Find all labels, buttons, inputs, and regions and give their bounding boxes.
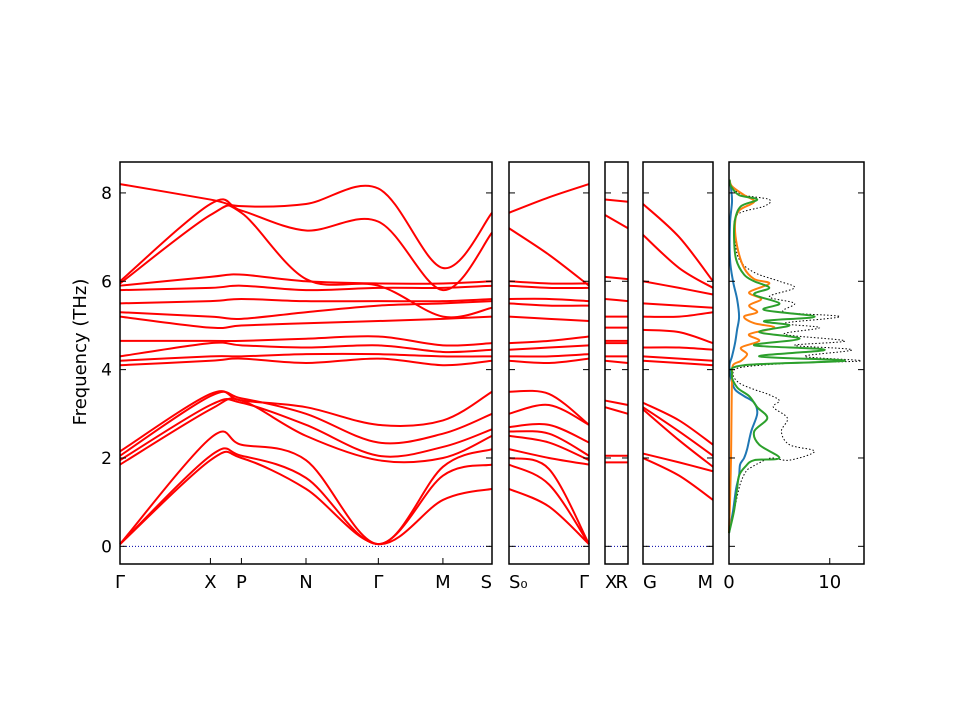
panel-2-band-line bbox=[508, 284, 590, 290]
panel-2-band-line bbox=[508, 463, 590, 545]
y-tick-label: 8 bbox=[101, 184, 112, 204]
panel-2-frame bbox=[508, 161, 590, 565]
panel-1-band-line bbox=[120, 335, 493, 347]
dos-x-tick-label: 10 bbox=[818, 572, 841, 593]
dos-series-line bbox=[728, 179, 846, 534]
k-point-label: G bbox=[643, 572, 657, 593]
panel-2-band-line bbox=[508, 389, 590, 426]
k-point-label: X bbox=[605, 572, 617, 593]
dos-x-tick-label: 0 bbox=[723, 572, 734, 593]
panel-1-band-line bbox=[119, 450, 493, 546]
k-point-label: R bbox=[615, 572, 628, 593]
panel-3-band-line bbox=[604, 359, 629, 364]
panel-2-band-line bbox=[508, 302, 590, 307]
panel-2-band-line bbox=[508, 448, 590, 466]
panel-2-band-line bbox=[508, 353, 590, 358]
panel-3-band-line bbox=[604, 198, 629, 203]
panel-4-band-line bbox=[642, 280, 714, 296]
k-point-label: M bbox=[697, 572, 713, 593]
panel-2-band-line bbox=[508, 430, 590, 457]
panel-1-band-line bbox=[119, 300, 493, 320]
band-layer bbox=[119, 179, 862, 547]
panel-3-frame bbox=[604, 161, 629, 565]
k-point-label: S bbox=[481, 572, 492, 593]
y-tick-label: 2 bbox=[101, 449, 112, 469]
panel-1-band-line bbox=[119, 447, 493, 546]
panel-4-band-line bbox=[642, 328, 714, 345]
y-tick-label: 0 bbox=[101, 537, 112, 557]
y-tick-label: 4 bbox=[101, 361, 112, 381]
panel-4-frame bbox=[642, 161, 714, 565]
panel-3-band-line bbox=[604, 297, 629, 303]
panel-4-band-line bbox=[642, 346, 714, 351]
dos-series-line bbox=[728, 179, 759, 534]
panel-4-band-line bbox=[642, 311, 714, 318]
panel-1-band-line bbox=[119, 198, 493, 292]
panel-4-band-line bbox=[642, 203, 714, 282]
panel-1-band-line bbox=[119, 284, 493, 292]
panel-2-band-line bbox=[508, 403, 590, 426]
panel-1-band-line bbox=[119, 390, 493, 457]
panel-2-band-line bbox=[508, 280, 590, 285]
panel-2-band-line bbox=[508, 335, 590, 345]
k-point-label: Γ bbox=[115, 572, 125, 593]
panel-2-band-line bbox=[508, 423, 590, 444]
k-point-label: P bbox=[236, 572, 247, 593]
panel-2-band-line bbox=[508, 344, 590, 351]
panel-4-band-line bbox=[642, 406, 714, 457]
y-axis-label: Frequency (THz) bbox=[70, 279, 91, 426]
dos-frame bbox=[728, 161, 865, 565]
panel-1-band-line bbox=[119, 398, 493, 462]
frame-layer bbox=[119, 161, 865, 565]
k-point-label: Γ bbox=[373, 572, 383, 593]
k-point-label: N bbox=[299, 572, 312, 593]
panel-1-band-line bbox=[119, 430, 493, 546]
panel-4-band-line bbox=[642, 408, 714, 468]
panel-2-band-line bbox=[508, 183, 590, 214]
panel-3-band-line bbox=[604, 214, 629, 230]
y-tick-label: 6 bbox=[101, 272, 112, 292]
panel-2-band-line bbox=[508, 315, 590, 323]
panel-2-band-line bbox=[508, 297, 590, 303]
panel-3-band-line bbox=[604, 275, 629, 281]
panel-4-band-line bbox=[642, 359, 714, 367]
panel-1-band-line bbox=[119, 397, 493, 466]
panel-2-band-line bbox=[508, 227, 590, 287]
panel-4-band-line bbox=[642, 302, 714, 309]
panel-1-band-line bbox=[119, 341, 493, 358]
k-point-label: S₀ bbox=[509, 572, 528, 593]
panel-4-band-line bbox=[642, 457, 714, 501]
panel-2-band-line bbox=[508, 456, 590, 545]
panel-1-band-line bbox=[119, 204, 493, 319]
panel-1-band-line bbox=[119, 183, 493, 270]
panel-4-band-line bbox=[642, 234, 714, 289]
panel-1-band-line bbox=[119, 390, 493, 453]
panel-3-band-line bbox=[604, 406, 629, 415]
panel-2-band-line bbox=[508, 357, 590, 365]
panel-1-band-line bbox=[119, 297, 493, 305]
panel-4-band-line bbox=[642, 401, 714, 446]
panel-1-band-line bbox=[119, 352, 493, 362]
k-point-label: M bbox=[435, 572, 451, 593]
panel-3-band-line bbox=[604, 399, 629, 406]
panel-4-band-line bbox=[642, 355, 714, 362]
panel-2-band-line bbox=[508, 487, 590, 545]
k-point-label: X bbox=[204, 572, 216, 593]
k-point-label: Γ bbox=[579, 572, 589, 593]
panel-2-band-line bbox=[508, 434, 590, 462]
panel-1-band-line bbox=[119, 315, 493, 330]
panel-1-band-line bbox=[119, 273, 493, 287]
panel-1-band-line bbox=[119, 357, 493, 367]
panel-4-band-line bbox=[642, 452, 714, 473]
